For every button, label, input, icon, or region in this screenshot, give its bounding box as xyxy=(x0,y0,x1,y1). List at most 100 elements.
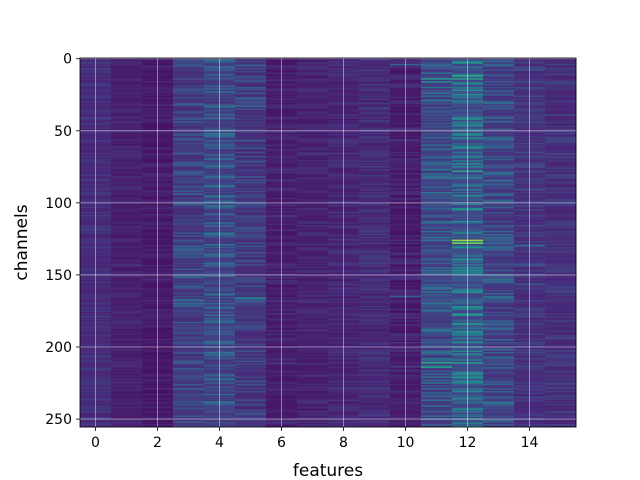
heatmap-cell xyxy=(545,262,577,265)
heatmap-cell xyxy=(173,171,205,174)
heatmap-cell xyxy=(111,419,143,422)
heatmap-cell xyxy=(173,92,205,95)
heatmap-cell xyxy=(483,275,515,278)
heatmap-cell xyxy=(545,65,577,67)
heatmap-cell xyxy=(235,132,267,135)
heatmap-cell xyxy=(235,213,267,216)
heatmap-cell xyxy=(545,96,577,99)
heatmap-cell xyxy=(545,367,577,370)
heatmap-cell xyxy=(421,379,453,382)
heatmap-cell xyxy=(545,349,577,351)
heatmap-cell xyxy=(297,290,329,292)
heatmap-cell xyxy=(235,382,267,385)
heatmap-cell xyxy=(483,147,515,150)
heatmap-cell xyxy=(235,122,267,125)
heatmap-cell xyxy=(297,352,329,354)
heatmap-cell xyxy=(111,261,143,263)
heatmap-cell xyxy=(235,305,267,308)
heatmap-cell xyxy=(173,197,205,200)
heatmap-cell xyxy=(545,225,577,227)
heatmap-cell xyxy=(235,183,267,186)
heatmap-cell xyxy=(421,173,453,176)
heatmap-cell xyxy=(545,396,577,399)
heatmap-cell xyxy=(421,292,453,295)
heatmap-cell xyxy=(235,421,267,423)
heatmap-cell xyxy=(545,73,577,76)
heatmap-cell xyxy=(421,406,453,409)
heatmap-cell xyxy=(421,376,453,379)
heatmap-cell xyxy=(235,177,267,180)
heatmap-cell xyxy=(297,341,329,344)
heatmap-cell xyxy=(173,377,205,380)
heatmap-cell xyxy=(173,199,205,201)
heatmap-cell xyxy=(173,392,205,395)
heatmap-cell xyxy=(297,109,329,112)
heatmap-cell xyxy=(173,170,205,173)
heatmap-cell xyxy=(421,174,453,177)
heatmap-cell xyxy=(111,398,143,400)
heatmap-cell xyxy=(483,320,515,323)
heatmap-cell xyxy=(421,223,453,226)
heatmap-cell xyxy=(235,330,267,333)
heatmap-cell xyxy=(483,176,515,178)
heatmap-cell xyxy=(421,349,453,351)
heatmap-cell xyxy=(235,109,267,112)
heatmap-cell xyxy=(111,291,143,294)
heatmap-cell xyxy=(297,373,329,376)
heatmap-cell xyxy=(483,151,515,154)
heatmap-cell xyxy=(421,164,453,167)
heatmap-cell xyxy=(483,179,515,181)
heatmap-cell xyxy=(235,114,267,116)
heatmap-cell xyxy=(483,360,515,363)
heatmap-cell xyxy=(483,65,515,67)
heatmap-cell xyxy=(111,187,143,190)
heatmap-cell xyxy=(235,76,267,79)
heatmap-cell xyxy=(297,193,329,196)
heatmap-cell xyxy=(483,389,515,392)
heatmap-cell xyxy=(173,316,205,318)
heatmap-cell xyxy=(421,310,453,312)
heatmap-cell xyxy=(545,173,577,176)
heatmap-cell xyxy=(545,164,577,167)
heatmap-cell xyxy=(235,298,267,301)
heatmap-cell xyxy=(483,393,515,396)
heatmap-cell xyxy=(545,392,577,395)
heatmap-cell xyxy=(297,144,329,147)
heatmap-cell xyxy=(421,375,453,377)
heatmap-cell xyxy=(235,107,267,109)
heatmap-cell xyxy=(111,66,143,69)
heatmap-cell xyxy=(421,265,453,268)
heatmap-cell xyxy=(359,88,391,91)
heatmap-cell xyxy=(111,151,143,154)
heatmap-cell xyxy=(297,189,329,191)
heatmap-cell xyxy=(359,246,391,249)
heatmap-cell xyxy=(545,183,577,186)
heatmap-cell xyxy=(483,131,515,134)
heatmap-cell xyxy=(483,316,515,318)
heatmap-cell xyxy=(359,415,391,418)
y-axis-label: channels xyxy=(12,204,32,280)
heatmap-cell xyxy=(111,389,143,392)
heatmap-cell xyxy=(545,298,577,301)
heatmap-cell xyxy=(297,145,329,148)
heatmap-cell xyxy=(297,408,329,410)
heatmap-cell xyxy=(421,225,453,227)
heatmap-cell xyxy=(297,326,329,328)
heatmap-cell xyxy=(173,268,205,271)
heatmap-cell xyxy=(359,341,391,344)
heatmap-cell xyxy=(111,190,143,193)
heatmap-cell xyxy=(297,308,329,311)
heatmap-cell xyxy=(421,230,453,233)
heatmap-cell xyxy=(421,422,453,425)
heatmap-cell xyxy=(173,212,205,214)
heatmap-cell xyxy=(483,327,515,330)
heatmap-cell xyxy=(297,143,329,145)
heatmap-cell xyxy=(545,300,577,302)
heatmap-cell xyxy=(173,284,205,287)
heatmap-cell xyxy=(235,230,267,233)
heatmap-cell xyxy=(359,233,391,236)
heatmap-cell xyxy=(111,141,143,144)
heatmap-cell xyxy=(297,98,329,101)
heatmap-cell xyxy=(421,281,453,284)
heatmap-cell xyxy=(297,347,329,350)
